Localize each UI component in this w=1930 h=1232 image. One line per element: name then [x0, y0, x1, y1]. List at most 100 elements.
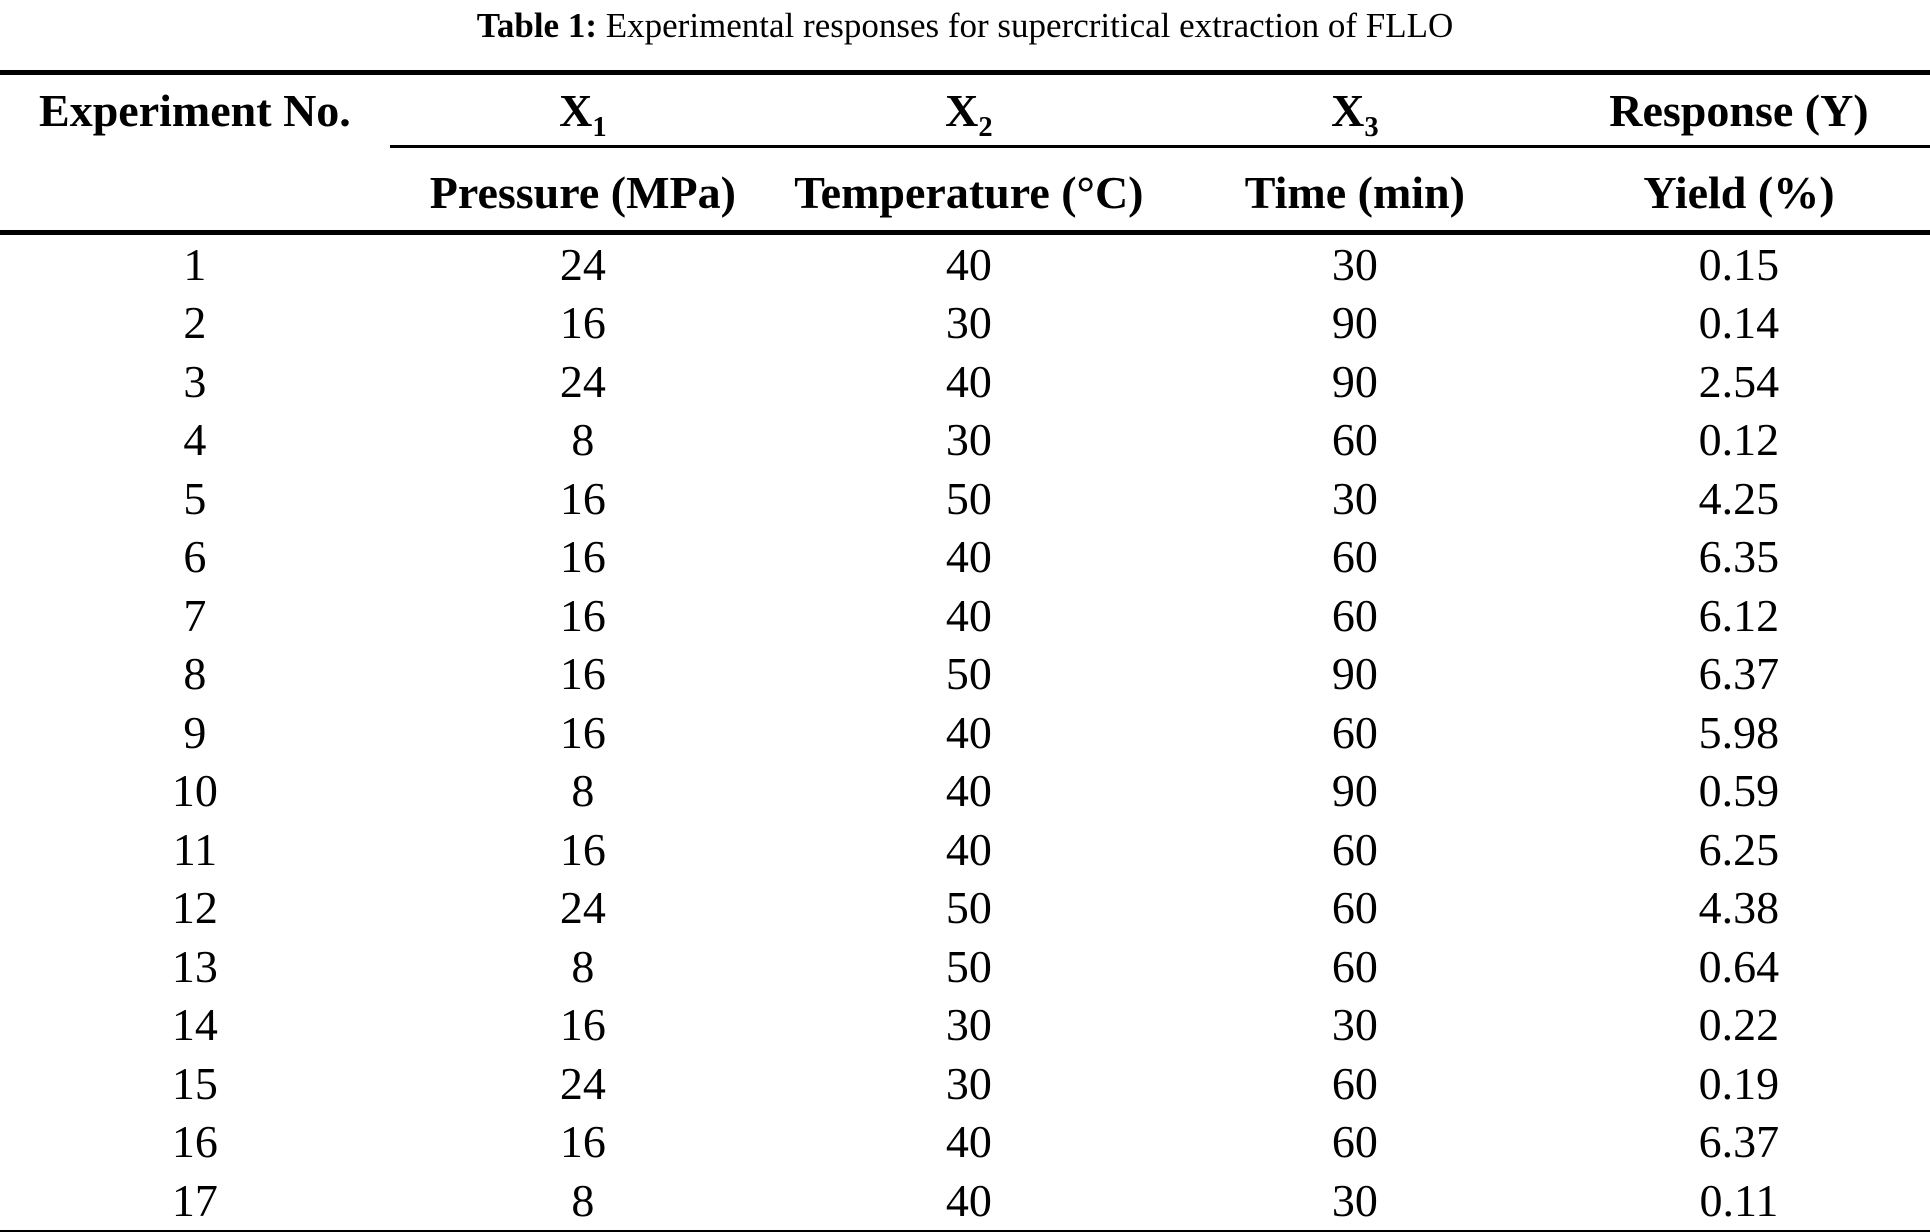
- table-cell: 0.64: [1698, 940, 1780, 992]
- header-yield: Yield (%): [1547, 146, 1930, 235]
- header-x1-base: X: [559, 84, 593, 136]
- header-x1-subscript: 1: [592, 111, 607, 143]
- table-cell: 4.38: [1698, 882, 1780, 934]
- table-cell: 60: [1331, 940, 1378, 992]
- table-cell: 40: [945, 1174, 992, 1226]
- table-cell: 60: [1331, 589, 1378, 641]
- table-cell: 9: [183, 706, 207, 758]
- header-x3-subscript: 3: [1364, 111, 1379, 143]
- table-caption-text: Experimental responses for supercritical…: [605, 6, 1454, 45]
- table-cell: 16: [559, 706, 606, 758]
- table-cell: 4.25: [1698, 472, 1780, 524]
- table-cell: 40: [945, 589, 992, 641]
- table-cell: 60: [1331, 823, 1378, 875]
- table-cell: 30: [945, 1057, 992, 1109]
- header-x2-base: X: [945, 84, 979, 136]
- table-cell: 16: [559, 297, 606, 349]
- header-time: Time (min): [1161, 146, 1548, 235]
- table-row: 1 24 40 30 0.15: [0, 233, 1930, 294]
- table-cell: 40: [945, 706, 992, 758]
- table-cell: 6.35: [1698, 531, 1780, 583]
- table-cell: 30: [1331, 1174, 1378, 1226]
- table-cell: 30: [1331, 238, 1378, 290]
- header-units-empty: [0, 146, 390, 235]
- header-pressure: Pressure (MPa): [389, 146, 776, 235]
- table-cell: 50: [945, 472, 992, 524]
- header-temperature: Temperature (°C): [775, 146, 1162, 235]
- table-cell: 10: [171, 765, 218, 817]
- table-cell: 24: [559, 1057, 606, 1109]
- table-caption: Table 1: Experimental responses for supe…: [0, 0, 1930, 70]
- table-cell: 60: [1331, 882, 1378, 934]
- header-x2: X2: [775, 72, 1162, 148]
- table-cell: 50: [945, 648, 992, 700]
- table-row: 6 16 40 60 6.35: [0, 528, 1930, 587]
- table-cell: 90: [1331, 648, 1378, 700]
- table-cell: 60: [1331, 1116, 1378, 1168]
- table-cell: 0.19: [1698, 1057, 1780, 1109]
- table-cell: 16: [559, 472, 606, 524]
- table-cell: 30: [1331, 472, 1378, 524]
- table-cell: 6.12: [1698, 589, 1780, 641]
- table-cell: 40: [945, 531, 992, 583]
- table-cell: 90: [1331, 355, 1378, 407]
- table-cell: 17: [171, 1174, 218, 1226]
- table-cell: 12: [171, 882, 218, 934]
- table-cell: 8: [571, 765, 595, 817]
- table-row: 2 16 30 90 0.14: [0, 294, 1930, 353]
- table-cell: 16: [171, 1116, 218, 1168]
- table-cell: 2: [183, 297, 207, 349]
- table-cell: 0.14: [1698, 297, 1780, 349]
- table-cell: 40: [945, 1116, 992, 1168]
- table-cell: 60: [1331, 414, 1378, 466]
- table-cell: 40: [945, 238, 992, 290]
- table-cell: 0.59: [1698, 765, 1780, 817]
- table-cell: 15: [171, 1057, 218, 1109]
- table-row: 11 16 40 60 6.25: [0, 820, 1930, 879]
- table-row: 8 16 50 90 6.37: [0, 645, 1930, 704]
- table-row: 12 24 50 60 4.38: [0, 879, 1930, 938]
- table-cell: 7: [183, 589, 207, 641]
- table-caption-label: Table 1:: [476, 6, 597, 45]
- header-x1: X1: [389, 72, 776, 148]
- table-cell: 0.22: [1698, 999, 1780, 1051]
- table-cell: 3: [183, 355, 207, 407]
- table-cell: 30: [945, 414, 992, 466]
- table-row: 7 16 40 60 6.12: [0, 586, 1930, 645]
- table-cell: 16: [559, 589, 606, 641]
- table-cell: 30: [1331, 999, 1378, 1051]
- table-cell: 8: [183, 648, 207, 700]
- experiment-responses-table: Experiment No. X1 X2 X3 Response (Y) Pre…: [0, 70, 1930, 1232]
- table-cell: 60: [1331, 531, 1378, 583]
- table-cell: 24: [559, 355, 606, 407]
- table-cell: 24: [559, 882, 606, 934]
- table-cell: 30: [945, 297, 992, 349]
- header-row-units: Pressure (MPa) Temperature (°C) Time (mi…: [0, 146, 1930, 235]
- table-row: 3 24 40 90 2.54: [0, 352, 1930, 411]
- table-row: 13 8 50 60 0.64: [0, 937, 1930, 996]
- table-cell: 14: [171, 999, 218, 1051]
- header-row-variables: Experiment No. X1 X2 X3 Response (Y): [0, 72, 1930, 148]
- table-cell: 90: [1331, 765, 1378, 817]
- table-cell: 8: [571, 1174, 595, 1226]
- table-cell: 6.37: [1698, 1116, 1780, 1168]
- table-header: Experiment No. X1 X2 X3 Response (Y) Pre…: [0, 72, 1930, 235]
- table-cell: 40: [945, 355, 992, 407]
- table-row: 10 8 40 90 0.59: [0, 762, 1930, 821]
- table-row: 17 8 40 30 0.11: [0, 1171, 1930, 1232]
- table-cell: 40: [945, 823, 992, 875]
- table-cell: 50: [945, 940, 992, 992]
- header-x3-base: X: [1331, 84, 1365, 136]
- table-cell: 16: [559, 823, 606, 875]
- table-cell: 16: [559, 648, 606, 700]
- table-cell: 16: [559, 1116, 606, 1168]
- header-x2-subscript: 2: [978, 111, 993, 143]
- table-row: 16 16 40 60 6.37: [0, 1113, 1930, 1172]
- header-response: Response (Y): [1547, 72, 1930, 148]
- table-cell: 6.25: [1698, 823, 1780, 875]
- table-row: 4 8 30 60 0.12: [0, 411, 1930, 470]
- table-cell: 16: [559, 999, 606, 1051]
- table-cell: 8: [571, 940, 595, 992]
- table-cell: 6.37: [1698, 648, 1780, 700]
